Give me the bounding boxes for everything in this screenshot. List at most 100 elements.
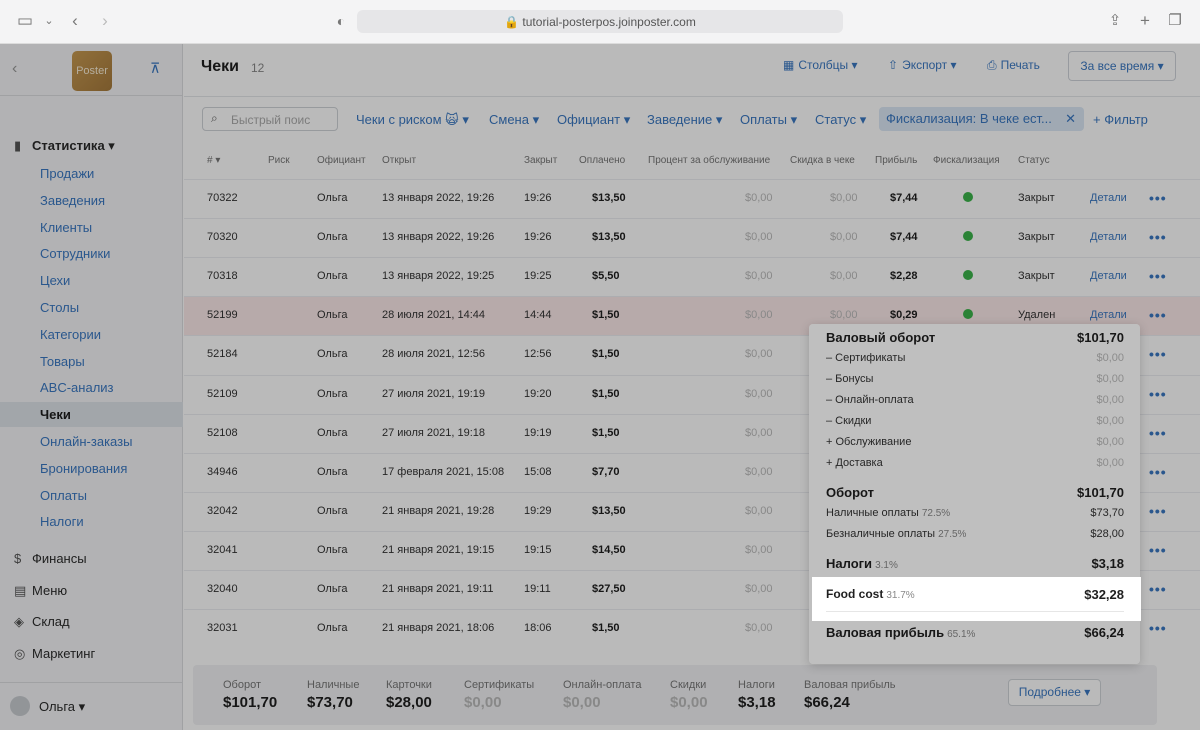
table-row[interactable]: 70318 Ольга 13 января 2022, 19:25 19:25 $5,5… [184, 257, 1200, 296]
sidebar-section-storage[interactable]: ◈ Склад [14, 614, 70, 629]
receipt-id: 52108 [207, 426, 238, 439]
new-tab-icon[interactable]: + [1140, 11, 1150, 30]
popup-deduction-row: – Скидки $0,00 [826, 415, 1124, 427]
service-cell: $0,00 [745, 504, 773, 517]
more-actions-icon[interactable]: ••• [1149, 463, 1167, 480]
chevron-down-icon[interactable]: ⌄ [44, 15, 54, 27]
table-row[interactable]: 70320 Ольга 13 января 2022, 19:26 19:26 $13,… [184, 218, 1200, 257]
summary-item: Сертификаты $0,00 [464, 679, 534, 711]
more-actions-icon[interactable]: ••• [1149, 541, 1167, 558]
search-input[interactable]: ⌕ Быстрый поис [202, 107, 338, 131]
more-actions-icon[interactable]: ••• [1149, 190, 1167, 206]
column-header[interactable]: # ▾ [207, 155, 221, 166]
column-header[interactable]: Риск [268, 155, 290, 166]
filter-chip-fiscal[interactable]: Фискализация: В чеке ест... ✕ [879, 107, 1084, 131]
column-header[interactable]: Статус [1018, 155, 1050, 166]
summary-value: $28,00 [386, 694, 432, 711]
user-menu[interactable]: Ольга ▾ [39, 699, 86, 714]
more-actions-icon[interactable]: ••• [1149, 307, 1167, 324]
more-actions-icon[interactable]: ••• [1149, 385, 1167, 402]
taxes-row: Налоги 3.1% $3,18 [826, 556, 1124, 571]
sidebar-section-finance[interactable]: $ Финансы [14, 551, 87, 566]
summary-value: $101,70 [223, 694, 278, 711]
column-header[interactable]: Процент за обслуживание [648, 155, 771, 166]
collapse-icon[interactable]: ‹ [12, 60, 18, 77]
waiter-cell: Ольга [317, 192, 348, 204]
share-icon[interactable]: ⇪ [1108, 12, 1122, 29]
tabs-overview-icon[interactable]: ❐ [1168, 12, 1182, 29]
filter-waiter[interactable]: Официант ▾ [557, 112, 631, 127]
venue-logo[interactable]: Poster [72, 51, 112, 91]
register-icon[interactable]: ⊼ [150, 60, 161, 76]
shield-icon[interactable]: ◐ [336, 13, 346, 29]
more-actions-icon[interactable]: ••• [1149, 424, 1167, 441]
sidebar-item[interactable]: Онлайн-заказы [40, 434, 133, 449]
paid-cell: $7,70 [592, 465, 620, 478]
sidebar-section-marketing[interactable]: ◎ Маркетинг [14, 646, 96, 661]
service-cell: $0,00 [745, 387, 773, 400]
sidebar-section-stats[interactable]: ▮ Статистика ▾ [14, 138, 115, 153]
column-header[interactable]: Открыт [382, 155, 417, 166]
table-row[interactable]: 70322 Ольга 13 января 2022, 19:26 19:26 $13,… [184, 179, 1200, 218]
column-header[interactable]: Закрыт [524, 155, 558, 166]
sidebar-item[interactable]: Столы [40, 300, 80, 315]
more-actions-icon[interactable]: ••• [1149, 581, 1167, 597]
details-link[interactable]: Детали [1090, 192, 1127, 204]
back-icon[interactable]: ‹ [72, 11, 78, 30]
print-button[interactable]: ⎙ Печать [987, 58, 1040, 72]
filter-shift[interactable]: Смена ▾ [489, 112, 540, 127]
receipt-id: 32031 [207, 622, 238, 635]
sidebar-toggle-icon[interactable]: ▭ [16, 11, 34, 30]
details-link[interactable]: Детали [1090, 309, 1127, 322]
sidebar-item[interactable]: Оплаты [40, 487, 87, 503]
columns-button[interactable]: ▦ Столбцы ▾ [783, 58, 858, 72]
sidebar-item[interactable]: Чеки [0, 402, 183, 428]
more-actions-icon[interactable]: ••• [1149, 502, 1167, 519]
more-actions-icon[interactable]: ••• [1149, 346, 1167, 363]
sidebar-item[interactable]: Налоги [40, 514, 84, 530]
column-header[interactable]: Официант [317, 155, 366, 166]
more-actions-icon[interactable]: ••• [1149, 268, 1167, 285]
receipt-id: 52109 [207, 387, 238, 400]
table-row[interactable]: 52108 Ольга 27 июля 2021, 19:18 19:19 $1,50 $… [184, 413, 1200, 453]
receipt-id: 32042 [207, 504, 238, 517]
discount-cell: $0,00 [830, 270, 858, 283]
closed-cell: 19:25 [524, 270, 552, 283]
address-bar[interactable]: 🔒 tutorial-posterpos.joinposter.com [357, 10, 843, 33]
column-header[interactable]: Оплачено [579, 155, 626, 166]
more-actions-icon[interactable]: ••• [1149, 229, 1167, 246]
close-icon[interactable]: ✕ [1065, 111, 1076, 126]
sidebar-item[interactable]: Клиенты [40, 219, 93, 235]
waiter-cell: Ольга [317, 504, 348, 517]
add-filter-button[interactable]: + Фильтр [1093, 112, 1148, 127]
period-select[interactable]: За все время ▾ [1068, 51, 1176, 81]
details-link[interactable]: Детали [1090, 270, 1127, 283]
column-header[interactable]: Прибыль [875, 155, 918, 166]
filter-payments[interactable]: Оплаты ▾ [740, 112, 798, 127]
sidebar-item[interactable]: Сотрудники [40, 246, 111, 262]
sidebar-item[interactable]: Бронирования [40, 460, 128, 476]
paid-cell: $1,50 [592, 622, 620, 635]
sidebar-section-menu[interactable]: ▤ Меню [14, 583, 68, 598]
avatar[interactable] [10, 696, 30, 716]
sidebar-item[interactable]: Категории [40, 326, 101, 342]
sidebar-item[interactable]: Заведения [40, 192, 106, 208]
export-button[interactable]: ⇧ Экспорт ▾ [888, 58, 957, 72]
forward-icon[interactable]: › [102, 11, 108, 30]
table-row[interactable]: 32031 Ольга 21 января 2021, 18:06 18:06 $1,5… [184, 609, 1200, 648]
sidebar-item[interactable]: ABC-анализ [40, 380, 114, 396]
sidebar-item[interactable]: Продажи [40, 166, 95, 181]
details-link[interactable]: Детали [1090, 231, 1127, 244]
filter-risk[interactable]: Чеки с риском 🙀 ▾ [356, 112, 469, 127]
receipt-id: 32040 [207, 583, 238, 595]
column-header[interactable]: Скидка в чеке [790, 155, 855, 166]
sidebar-item[interactable]: Цехи [40, 273, 71, 289]
filter-status[interactable]: Статус ▾ [815, 112, 867, 127]
table-row[interactable]: 32042 Ольга 21 января 2021, 19:28 19:29 $13,… [184, 491, 1200, 531]
column-header[interactable]: Фискализация [933, 155, 1000, 166]
waiter-cell: Ольга [317, 622, 348, 635]
sidebar-item[interactable]: Товары [40, 353, 85, 369]
more-actions-icon[interactable]: ••• [1149, 620, 1167, 637]
filter-venue[interactable]: Заведение ▾ [647, 112, 723, 127]
more-details-button[interactable]: Подробнее ▾ [1008, 679, 1101, 706]
